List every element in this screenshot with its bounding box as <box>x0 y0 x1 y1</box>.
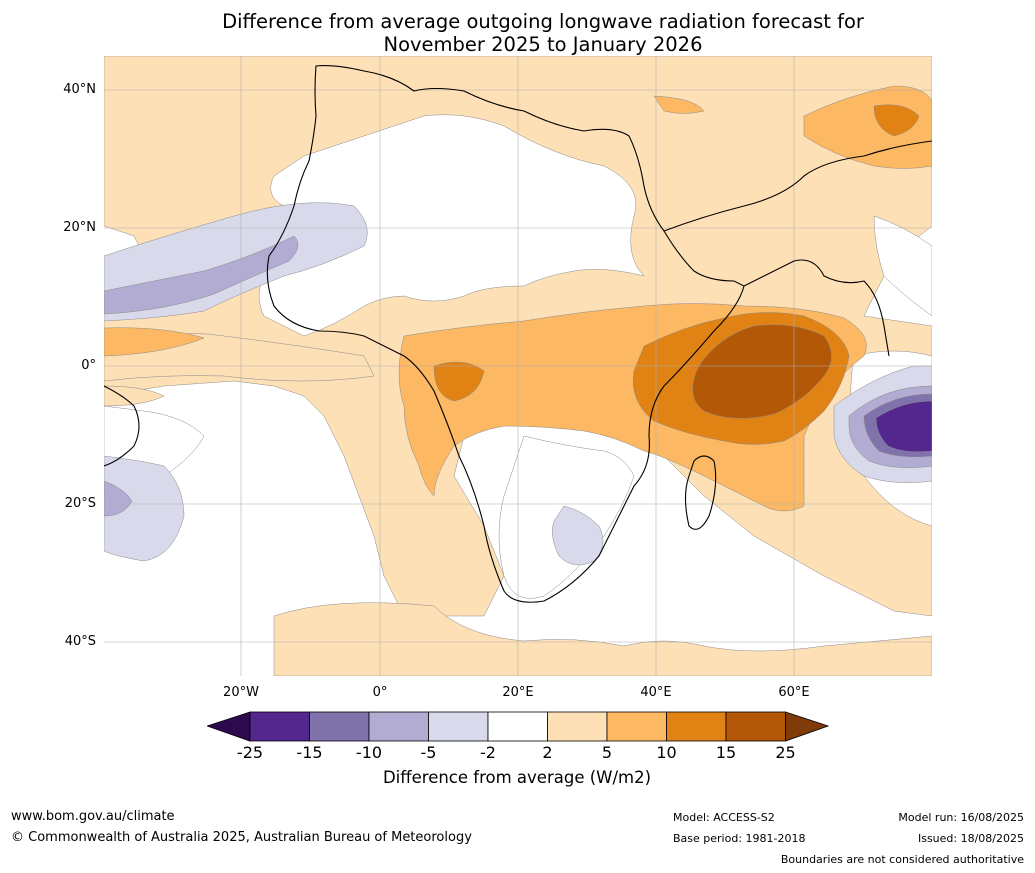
colorbar-bin-minus5 <box>428 711 489 742</box>
lon-label-40e: 40°E <box>640 685 672 700</box>
colorbar-bin-minus25 <box>249 711 310 742</box>
base-period: Base period: 1981-2018 <box>673 832 806 845</box>
colorbar-bin-neutral <box>487 711 548 742</box>
title-line-1: Difference from average outgoing longwav… <box>222 10 864 33</box>
model-run-date: Model run: 16/08/2025 <box>898 811 1024 824</box>
map-title: Difference from average outgoing longwav… <box>0 10 1035 56</box>
colorbar-bin-10 <box>666 711 727 742</box>
colorbar-tick: -2 <box>480 743 496 762</box>
colorbar-tick: -5 <box>420 743 437 762</box>
colorbar-tick: 2 <box>542 743 553 762</box>
colorbar-bin-2 <box>547 711 608 742</box>
model-name: Model: ACCESS-S2 <box>673 811 775 824</box>
anomaly-fill-15-to-25 <box>692 324 832 419</box>
title-line-2: November 2025 to January 2026 <box>383 33 703 56</box>
lat-label-40s: 40°S <box>64 634 96 649</box>
colorbar-bin-5 <box>606 711 667 742</box>
graticule <box>104 56 932 676</box>
lat-label-0: 0° <box>81 358 96 373</box>
lat-label-20s: 20°S <box>64 496 96 511</box>
colorbar-tick: 25 <box>775 743 796 762</box>
issued-date: Issued: 18/08/2025 <box>917 832 1024 845</box>
colorbar <box>207 711 829 742</box>
lon-label-60e: 60°E <box>778 685 810 700</box>
colorbar-tick: -15 <box>296 743 323 762</box>
boundaries-disclaimer: Boundaries are not considered authoritat… <box>780 853 1024 866</box>
lat-label-20n: 20°N <box>63 220 96 235</box>
colorbar-tick: -25 <box>236 743 264 762</box>
colorbar-bin-minus10 <box>368 711 429 742</box>
anomaly-fill-minus25-to-minus15 <box>875 400 932 453</box>
anomaly-map <box>104 56 932 676</box>
colorbar-tick: 10 <box>656 743 677 762</box>
colorbar-tick: -10 <box>355 743 383 762</box>
colorbar-bin-15 <box>725 711 786 742</box>
copyright-text: © Commonwealth of Australia 2025, Austra… <box>11 830 472 845</box>
colorbar-tick: 5 <box>601 743 613 762</box>
colorbar-extend-low <box>207 711 251 742</box>
lon-label-0: 0° <box>372 685 388 700</box>
lat-label-40n: 40°N <box>63 82 96 97</box>
coastlines <box>104 65 932 603</box>
lon-label-20e: 20°E <box>502 685 534 700</box>
colorbar-extend-high <box>785 711 829 742</box>
colorbar-bin-minus15 <box>309 711 370 742</box>
colorbar-label: Difference from average (W/m2) <box>382 768 652 787</box>
colorbar-tick: 15 <box>715 743 737 762</box>
lon-label-20w: 20°W <box>223 685 259 700</box>
website-link[interactable]: www.bom.gov.au/climate <box>11 809 175 824</box>
